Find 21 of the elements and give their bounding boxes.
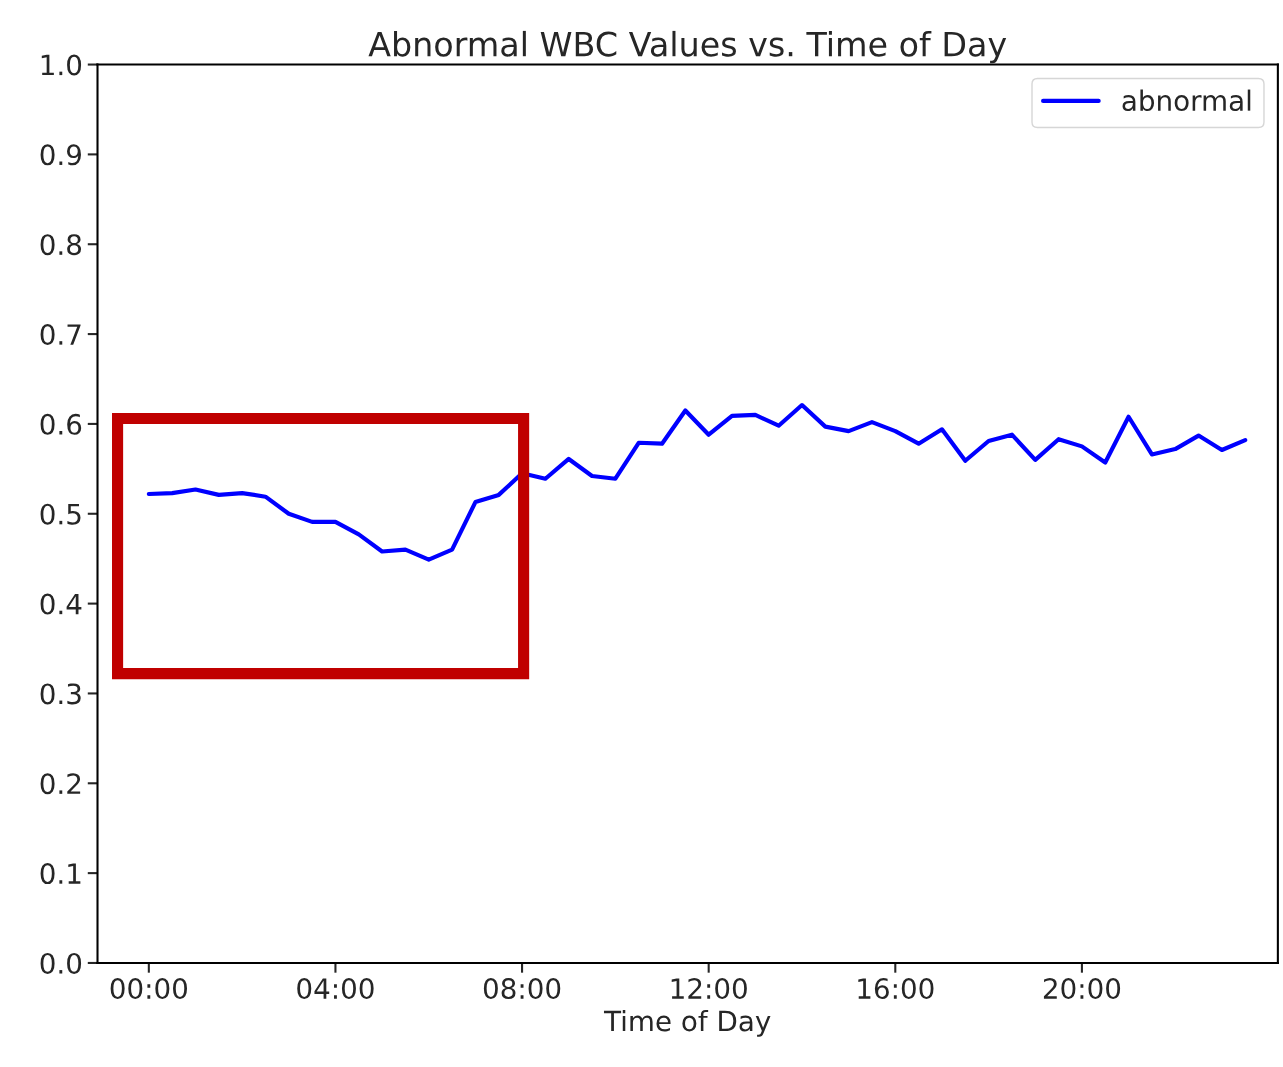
x-tick-label: 08:00 [483, 978, 561, 1000]
x-tick-label: 12:00 [671, 978, 747, 1000]
y-tick-label: 0.3 [40, 683, 81, 705]
chart-title: Abnormal WBC Values vs. Time of Day [368, 30, 1007, 64]
y-tick-label: 0.0 [40, 952, 82, 974]
x-tick-label: 20:00 [1043, 978, 1121, 1000]
y-tick-label: 0.9 [40, 144, 81, 166]
y-tick-label: 0.1 [40, 863, 81, 885]
y-tick-label: 0.8 [40, 234, 82, 256]
y-tick-label: 0.2 [40, 773, 81, 795]
legend-label: abnormal [1122, 89, 1251, 112]
x-tick-label: 04:00 [297, 978, 374, 1000]
y-tick-label: 0.5 [40, 503, 81, 525]
y-tick-label: 0.4 [40, 593, 82, 615]
y-tick-label: 0.6 [40, 413, 82, 435]
y-tick-label: 1.0 [41, 54, 82, 76]
x-axis-title: Time of Day [603, 1009, 771, 1037]
x-tick-label: 00:00 [110, 978, 188, 1000]
y-tick-label: 0.7 [40, 324, 81, 346]
line-series [146, 402, 1248, 562]
x-tick-label: 16:00 [858, 978, 934, 1000]
